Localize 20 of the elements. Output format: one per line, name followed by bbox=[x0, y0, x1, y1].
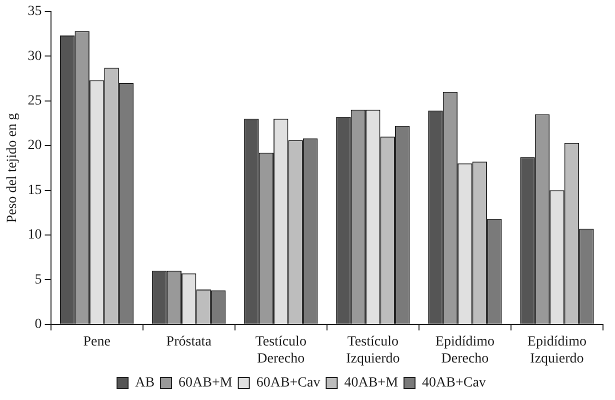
y-axis-title: Peso del tejido en g bbox=[5, 113, 20, 223]
x-tick-label: Testículo Izquierdo bbox=[346, 334, 400, 366]
legend-label: AB bbox=[135, 376, 155, 391]
y-tick-label: 35 bbox=[28, 4, 42, 20]
y-tick-label: 15 bbox=[28, 182, 42, 198]
y-tick-label: 20 bbox=[28, 138, 42, 154]
y-tick-label: 30 bbox=[28, 48, 42, 64]
legend-label: 40AB+Cav bbox=[422, 376, 486, 391]
y-tick-label: 25 bbox=[28, 94, 42, 108]
y-tick-label: 10 bbox=[28, 228, 42, 243]
x-tick-label: Pene bbox=[83, 334, 110, 350]
legend-label: 40AB+M bbox=[344, 376, 399, 391]
y-tick-label: 5 bbox=[34, 272, 42, 288]
x-tick-label: Testículo Derecho bbox=[255, 334, 306, 366]
y-tick-label: 0 bbox=[34, 317, 42, 332]
x-tick-label: Próstata bbox=[166, 334, 212, 350]
x-tick-label: Epidídimo Izquierdo bbox=[527, 334, 587, 366]
legend-label: 60AB+M bbox=[178, 376, 233, 391]
legend-label: 60AB+Cav bbox=[256, 376, 320, 391]
x-tick-label: Epidídimo Derecho bbox=[435, 334, 495, 366]
